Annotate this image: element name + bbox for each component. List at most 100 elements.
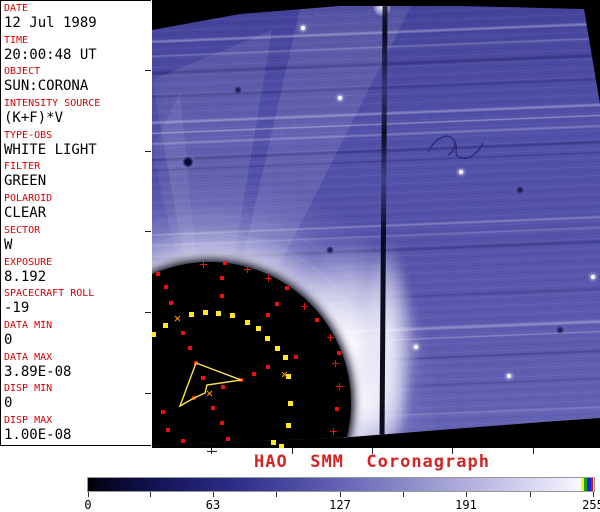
x-axis-tick	[533, 448, 534, 454]
metadata-field-exposure: EXPOSURE 8.192	[1, 255, 151, 287]
field-label: DATA MIN	[4, 319, 53, 331]
fiducial-dot-red	[181, 439, 185, 443]
fiducial-plus-red	[200, 261, 207, 268]
colorbar-minor-tick	[403, 492, 404, 497]
colorbar-major-tick	[88, 492, 89, 497]
fiducial-dot-yellow	[203, 310, 208, 315]
fiducial-dot-red	[201, 376, 205, 380]
fiducial-dot-red	[161, 410, 165, 414]
metadata-field-disp-max: DISP MAX 1.00E-08	[1, 413, 151, 445]
fiducial-dot-red	[337, 351, 341, 355]
colorbar-tick-label: 63	[205, 498, 221, 512]
dark-speck	[556, 326, 564, 334]
fiducial-dot-yellow	[286, 423, 291, 428]
metadata-field-spacecraft-roll: SPACECRAFT ROLL -19	[1, 286, 151, 318]
star-point	[414, 345, 418, 349]
field-label: FILTER	[4, 161, 41, 173]
field-value: 12 Jul 1989	[4, 15, 97, 31]
metadata-field-polaroid: POLAROID CLEAR	[1, 191, 151, 223]
colorbar-tick-label: 127	[329, 498, 351, 512]
fiducial-dot-yellow	[230, 313, 235, 318]
colorbar-minor-tick	[150, 492, 151, 497]
field-label: DISP MAX	[4, 414, 53, 426]
y-axis-tick	[145, 151, 151, 152]
fiducial-dot-red	[188, 346, 192, 350]
fiducial-dot-red	[220, 421, 224, 425]
field-label: OBJECT	[4, 66, 41, 78]
fiducial-dot-red	[164, 285, 168, 289]
fiducial-dot-red	[220, 294, 224, 298]
field-label: DATA MAX	[4, 351, 53, 363]
region-polygon	[178, 362, 244, 408]
fiducial-dot-red	[166, 428, 170, 432]
field-label: EXPOSURE	[4, 256, 53, 268]
colorbar-tick-label: 255	[582, 498, 600, 512]
fiducial-dot-red	[221, 385, 225, 389]
fiducial-dot-yellow	[265, 336, 270, 341]
fiducial-dot-yellow	[163, 323, 168, 328]
fiducial-dot-yellow	[279, 444, 284, 448]
field-label: DISP MIN	[4, 383, 53, 395]
colorbar-major-tick	[593, 492, 594, 497]
fiducial-dot-red	[211, 406, 215, 410]
fiducial-plus-red	[332, 360, 339, 367]
pylon-glow	[358, 226, 416, 446]
x-axis-tick	[372, 448, 373, 454]
y-axis-tick	[145, 231, 151, 232]
fiducial-dot-red	[181, 331, 185, 335]
fiducial-dot-yellow	[152, 332, 156, 337]
star-point	[459, 170, 463, 174]
metadata-sidebar: DATE 12 Jul 1989 TIME 20:00:48 UT OBJECT…	[0, 0, 151, 446]
field-value: 8.192	[4, 268, 47, 285]
coronagraph-image	[152, 6, 600, 446]
y-axis-tick	[145, 312, 151, 313]
field-value: 20:00:48 UT	[4, 46, 97, 63]
dark-speck	[180, 154, 196, 170]
film-artifact-squiggle	[427, 135, 484, 160]
field-value: 3.89E-08	[4, 363, 72, 380]
fiducial-plus-red	[327, 334, 334, 341]
metadata-field-filter: FILTER GREEN	[1, 159, 151, 191]
y-axis-tick	[145, 393, 151, 394]
field-label: DATE	[4, 3, 29, 14]
dark-speck	[326, 246, 334, 254]
field-value: SUN:CORONA	[4, 78, 89, 95]
colorbar-major-tick	[340, 492, 341, 497]
fiducial-dot-red	[275, 302, 279, 306]
field-value: -19	[4, 300, 30, 317]
field-value: WHITE LIGHT	[4, 141, 97, 158]
field-value: 0	[4, 331, 13, 348]
colorbar-minor-tick	[276, 492, 277, 497]
colorbar-major-tick	[466, 492, 467, 497]
fiducial-plus-red	[244, 266, 251, 273]
colorbar-major-tick	[213, 492, 214, 497]
fiducial-dot-red	[220, 276, 224, 280]
annotation-layer	[152, 0, 600, 448]
colorbar-tick-label: 191	[455, 498, 477, 512]
metadata-field-data-min: DATA MIN 0	[1, 318, 151, 350]
metadata-field-intensity-source: INTENSITY SOURCE (K+F)*V	[1, 96, 151, 128]
star-point	[507, 374, 511, 378]
field-label: SPACECRAFT ROLL	[4, 288, 95, 300]
fiducial-dot-red	[156, 272, 160, 276]
fiducial-dot-red	[226, 437, 230, 441]
fiducial-dot-yellow	[256, 326, 261, 331]
star-point	[338, 96, 342, 100]
field-label: SECTOR	[4, 224, 41, 236]
fiducial-dot-red	[315, 318, 319, 322]
colorbar-axis: 0 63 127 191 255	[84, 492, 600, 512]
fiducial-plus-red	[265, 275, 272, 282]
fiducial-dot-yellow	[275, 346, 280, 351]
metadata-field-data-max: DATA MAX 3.89E-08	[1, 350, 151, 382]
field-label: INTENSITY SOURCE	[4, 98, 101, 110]
fiducial-dot-red	[285, 286, 289, 290]
fiducial-dot-yellow	[286, 374, 291, 379]
fiducial-dot-yellow	[216, 311, 221, 316]
field-value: 1.00E-08	[4, 426, 72, 443]
x-axis-plus-tick	[207, 451, 217, 452]
y-axis-tick	[145, 70, 151, 71]
fiducial-dot-red	[252, 372, 256, 376]
metadata-field-date: DATE 12 Jul 1989	[1, 1, 151, 33]
x-axis-tick	[292, 448, 293, 454]
